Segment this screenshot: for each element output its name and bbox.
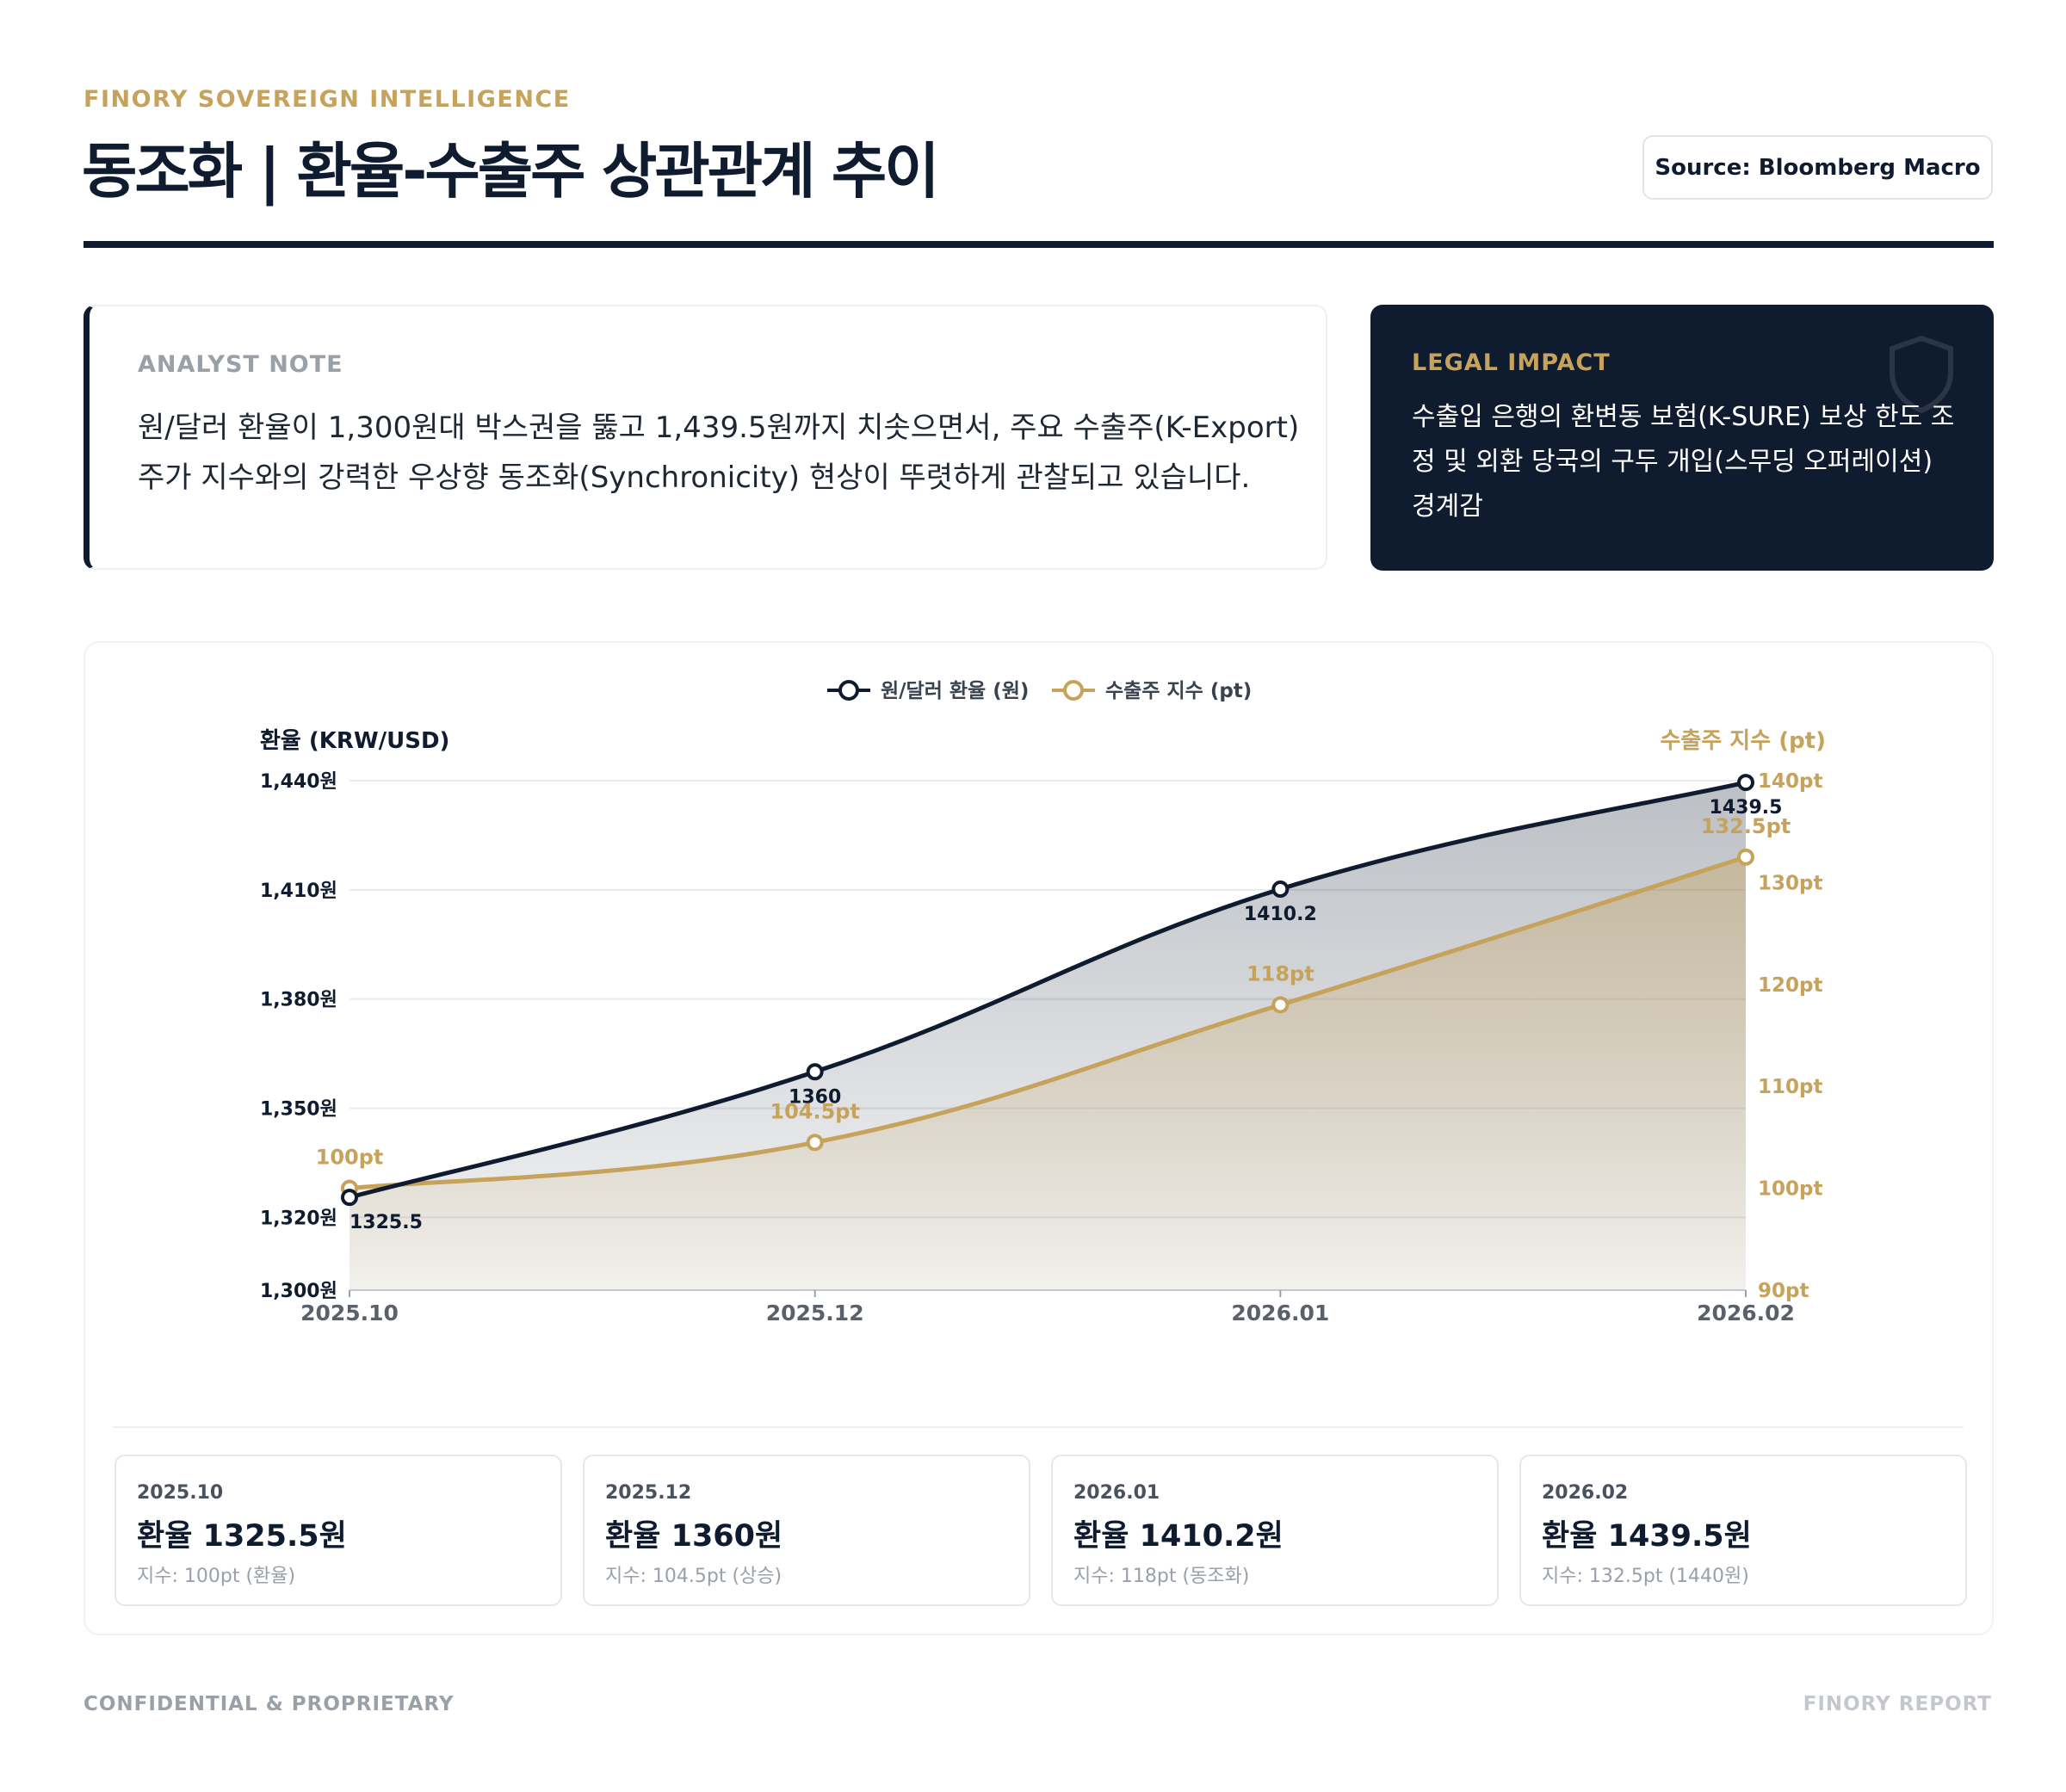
stat-card: 2026.01 환율 1410.2원 지수: 118pt (동조화): [1051, 1455, 1499, 1606]
data-label-index: 104.5pt: [770, 1099, 860, 1123]
y-tick-right: 130pt: [1758, 872, 1822, 894]
chart-card: 1325.5 1360 1410.2 1439.5 100pt 104.5pt 118pt 1…: [84, 641, 1994, 1635]
series-area-index: [349, 856, 1746, 1290]
legal-impact-text: 수출입 은행의 환변동 보험(K-SURE) 보상 한도 조정 및 외환 당국의…: [1412, 402, 1955, 522]
stat-card: 2026.02 환율 1439.5원 지수: 132.5pt (1440원): [1519, 1455, 1967, 1606]
stat-sub: 지수: 118pt (동조화): [1073, 1566, 1250, 1587]
y-tick-right: 140pt: [1758, 770, 1822, 793]
y-tick-left: 1,440원: [260, 771, 337, 793]
y-tick-right: 90pt: [1758, 1280, 1809, 1302]
data-label-fx: 1325.5: [349, 1212, 423, 1233]
legal-impact-label: LEGAL IMPACT: [1412, 349, 1611, 376]
data-label-index: 118pt: [1246, 961, 1314, 986]
stat-sub: 지수: 100pt (환율): [137, 1566, 296, 1587]
y-tick-left: 1,380원: [260, 990, 337, 1011]
footer-confidential: CONFIDENTIAL & PROPRIETARY: [84, 1693, 455, 1715]
shield-icon: [1890, 335, 1953, 414]
stat-date: 2025.12: [605, 1482, 692, 1504]
data-label-index: 132.5pt: [1701, 814, 1791, 838]
page-title: 동조화 | 환율-수출주 상관관계 추이: [82, 136, 940, 207]
x-tick-label: 2026.01: [1231, 1301, 1329, 1325]
stat-date: 2026.01: [1073, 1482, 1160, 1504]
data-label-index: 100pt: [316, 1146, 384, 1170]
y-axis-title-right: 수출주 지수 (pt): [1660, 728, 1826, 754]
stat-value: 환율 1360원: [605, 1519, 783, 1554]
data-point-index: [1271, 996, 1290, 1014]
legend-marker: [1063, 680, 1084, 701]
correlation-chart: 1325.5 1360 1410.2 1439.5 100pt 104.5pt 118pt 1…: [260, 680, 1826, 1325]
analyst-note-label: ANALYST NOTE: [138, 351, 343, 378]
y-tick-right: 120pt: [1758, 974, 1822, 997]
legend-label: 원/달러 환율 (원): [881, 680, 1029, 702]
x-tick-label: 2025.10: [300, 1301, 399, 1325]
legend-label: 수출주 지수 (pt): [1105, 680, 1252, 702]
chart-divider: [113, 1426, 1964, 1428]
stat-sub: 지수: 104.5pt (상승): [605, 1566, 782, 1587]
data-point-index: [1737, 848, 1754, 866]
data-label-fx: 1439.5: [1710, 797, 1783, 819]
brand-label: FINORY SOVEREIGN INTELLIGENCE: [84, 86, 571, 113]
analyst-note-card: ANALYST NOTE 원/달러 환율이 1,300원대 박스권을 뚫고 1,…: [84, 305, 1327, 570]
stat-value: 환율 1439.5원: [1542, 1519, 1752, 1554]
y-tick-right: 100pt: [1758, 1178, 1822, 1201]
y-tick-right: 110pt: [1758, 1076, 1822, 1098]
x-tick-label: 2025.12: [766, 1301, 864, 1325]
stat-card: 2025.12 환율 1360원 지수: 104.5pt (상승): [583, 1455, 1030, 1606]
x-tick-label: 2026.02: [1697, 1301, 1795, 1325]
series-line-index: [349, 855, 1747, 1191]
stat-date: 2025.10: [137, 1482, 224, 1504]
y-tick-left: 1,320원: [260, 1208, 337, 1229]
stat-sub: 지수: 132.5pt (1440원): [1542, 1566, 1749, 1587]
stat-value: 환율 1410.2원: [1073, 1519, 1284, 1554]
y-tick-left: 1,350원: [260, 1099, 337, 1121]
series-line-fx: [349, 780, 1747, 1200]
y-tick-left: 1,410원: [260, 881, 337, 902]
y-axis-title-left: 환율 (KRW/USD): [260, 728, 449, 754]
data-point-fx: [341, 1189, 358, 1207]
data-point-fx: [1271, 881, 1290, 899]
legal-impact-card: LEGAL IMPACT 수출입 은행의 환변동 보험(K-SURE) 보상 한…: [1370, 305, 1994, 571]
data-point-fx: [806, 1063, 824, 1081]
legend-marker: [838, 680, 859, 701]
data-point-fx: [1737, 774, 1754, 792]
stat-date: 2026.02: [1542, 1482, 1629, 1504]
data-point-index: [806, 1134, 824, 1152]
y-tick-left: 1,300원: [260, 1281, 337, 1302]
data-label-fx: 1360: [789, 1086, 841, 1108]
footer-brand: FINORY REPORT: [1803, 1693, 1992, 1715]
stat-card: 2025.10 환율 1325.5원 지수: 100pt (환율): [114, 1455, 562, 1606]
analyst-note-text: 원/달러 환율이 1,300원대 박스권을 뚫고 1,439.5원까지 치솟으면…: [138, 411, 1300, 495]
data-label-fx: 1410.2: [1244, 904, 1317, 925]
header-divider: [84, 241, 1994, 248]
stat-value: 환율 1325.5원: [137, 1519, 347, 1554]
source-badge: Source: Bloomberg Macro: [1642, 135, 1993, 200]
